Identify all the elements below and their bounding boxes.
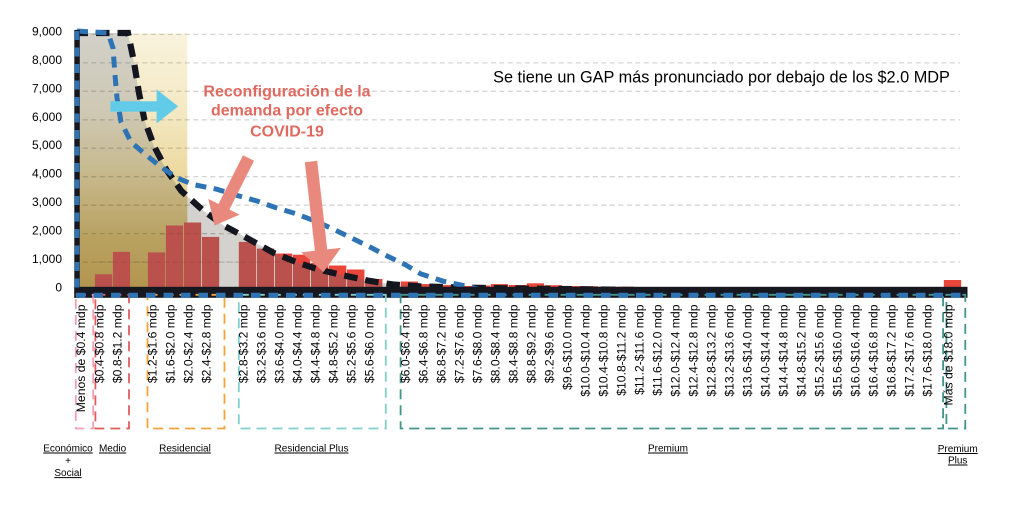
svg-text:+: + [65,456,71,467]
svg-text:$9.6-$10.0 mdp: $9.6-$10.0 mdp [560,304,574,390]
svg-text:$15.2-$15.6 mdp: $15.2-$15.6 mdp [812,304,826,396]
svg-text:$4.8-$5.2 mdp: $4.8-$5.2 mdp [327,304,341,383]
svg-text:$5.6-$6.0 mdp: $5.6-$6.0 mdp [363,304,377,383]
svg-text:$8.4-$8.8 mdp: $8.4-$8.8 mdp [506,304,520,383]
svg-text:$2.4-$2.8 mdp: $2.4-$2.8 mdp [200,304,214,383]
svg-text:5,000: 5,000 [32,138,62,152]
svg-text:$7.6-$8.0 mdp: $7.6-$8.0 mdp [470,304,484,383]
svg-text:$0.8-$1.2 mdp: $0.8-$1.2 mdp [111,304,125,383]
svg-text:$2.0-$2.4 mdp: $2.0-$2.4 mdp [182,304,196,383]
svg-text:$6.0-$6.4 mdp: $6.0-$6.4 mdp [398,304,412,383]
svg-text:$12.0-$12.4 mdp: $12.0-$12.4 mdp [668,304,682,396]
svg-text:Residencial Plus: Residencial Plus [275,444,349,455]
svg-text:$11.2-$11.6 mdp: $11.2-$11.6 mdp [632,304,646,395]
svg-text:$4.0-$4.4 mdp: $4.0-$4.4 mdp [291,304,305,383]
svg-text:$3.2-$3.6 mdp: $3.2-$3.6 mdp [254,304,268,383]
svg-text:$12.8-$13.2 mdp: $12.8-$13.2 mdp [704,304,718,396]
svg-text:demanda por efecto: demanda por efecto [211,102,363,119]
svg-text:1,000: 1,000 [32,252,62,266]
svg-text:6,000: 6,000 [32,110,62,124]
svg-text:$1.6-$2.0 mdp: $1.6-$2.0 mdp [164,304,178,383]
svg-text:$6.4-$6.8 mdp: $6.4-$6.8 mdp [416,304,430,383]
svg-text:$3.6-$4.0 mdp: $3.6-$4.0 mdp [273,304,287,383]
svg-text:$17.2-$17.6 mdp: $17.2-$17.6 mdp [902,304,916,396]
svg-text:Medio: Medio [99,444,127,455]
svg-text:$13.2-$13.6 mdp: $13.2-$13.6 mdp [722,304,736,396]
svg-text:Se tiene un GAP más pronunciad: Se tiene un GAP más pronunciado por deba… [493,69,950,87]
svg-text:4,000: 4,000 [32,167,62,181]
svg-text:$5.2-$5.6 mdp: $5.2-$5.6 mdp [345,304,359,383]
svg-text:$14.8-$15.2 mdp: $14.8-$15.2 mdp [794,304,808,396]
svg-text:Reconfiguración de la: Reconfiguración de la [203,83,370,100]
svg-text:Más de $18.0 mdp: Más de $18.0 mdp [942,304,956,405]
svg-text:3,000: 3,000 [32,195,62,209]
svg-text:Económico: Económico [43,444,93,455]
svg-text:$10.0-$10.4 mdp: $10.0-$10.4 mdp [578,304,592,396]
svg-text:$8.0-$8.4 mdp: $8.0-$8.4 mdp [488,304,502,383]
svg-text:$10.8-$11.2 mdp: $10.8-$11.2 mdp [614,304,628,395]
svg-text:$8.8-$9.2 mdp: $8.8-$9.2 mdp [524,304,538,383]
svg-text:$16.4-$16.8 mdp: $16.4-$16.8 mdp [866,304,880,396]
svg-text:7,000: 7,000 [32,81,62,95]
svg-text:$2.8-$3.2 mdp: $2.8-$3.2 mdp [236,304,250,383]
svg-text:Residencial: Residencial [159,444,211,455]
svg-text:$10.4-$10.8 mdp: $10.4-$10.8 mdp [596,304,610,396]
svg-text:$12.4-$12.8 mdp: $12.4-$12.8 mdp [686,304,700,396]
svg-text:$14.4-$14.8 mdp: $14.4-$14.8 mdp [776,304,790,396]
svg-text:9,000: 9,000 [32,24,62,38]
svg-text:$16.8-$17.2 mdp: $16.8-$17.2 mdp [884,304,898,396]
svg-text:Premium: Premium [648,444,688,455]
svg-text:Plus: Plus [948,456,967,467]
svg-text:Premium: Premium [938,444,978,455]
svg-text:$16.0-$16.4 mdp: $16.0-$16.4 mdp [848,304,862,396]
svg-text:$1.2-$1.6 mdp: $1.2-$1.6 mdp [146,304,160,383]
svg-text:0: 0 [55,281,62,295]
svg-text:8,000: 8,000 [32,53,62,67]
svg-text:$11.6-$12.0 mdp: $11.6-$12.0 mdp [650,304,664,395]
svg-text:$14.0-$14.4 mdp: $14.0-$14.4 mdp [758,304,772,396]
svg-text:$17.6-$18.0 mdp: $17.6-$18.0 mdp [920,304,934,396]
svg-text:2,000: 2,000 [32,224,62,238]
svg-text:$6.8-$7.2 mdp: $6.8-$7.2 mdp [434,304,448,383]
svg-text:Social: Social [54,468,81,479]
svg-text:$7.2-$7.6 mdp: $7.2-$7.6 mdp [452,304,466,383]
svg-text:COVID-19: COVID-19 [250,123,324,140]
svg-text:$4.4-$4.8 mdp: $4.4-$4.8 mdp [309,304,323,383]
svg-text:$9.2-$9.6 mdp: $9.2-$9.6 mdp [542,304,556,383]
svg-text:$13.6-$14.0 mdp: $13.6-$14.0 mdp [740,304,754,396]
svg-text:$0.4-$0.8 mdp: $0.4-$0.8 mdp [93,304,107,383]
svg-text:Menos de $0.4 mdp: Menos de $0.4 mdp [74,304,88,412]
svg-text:$15.6-$16.0 mdp: $15.6-$16.0 mdp [830,304,844,396]
